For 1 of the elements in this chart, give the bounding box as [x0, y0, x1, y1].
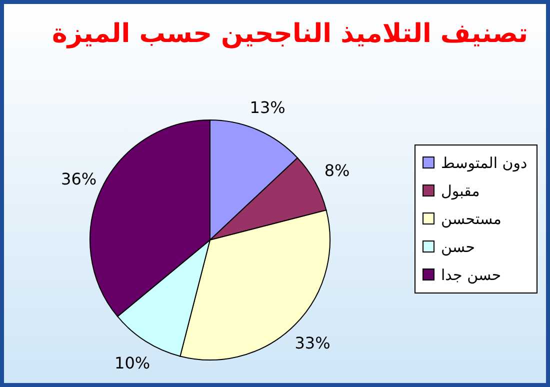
title: تصنيف التلاميذ الناجحين حسب الميزة	[52, 19, 528, 49]
